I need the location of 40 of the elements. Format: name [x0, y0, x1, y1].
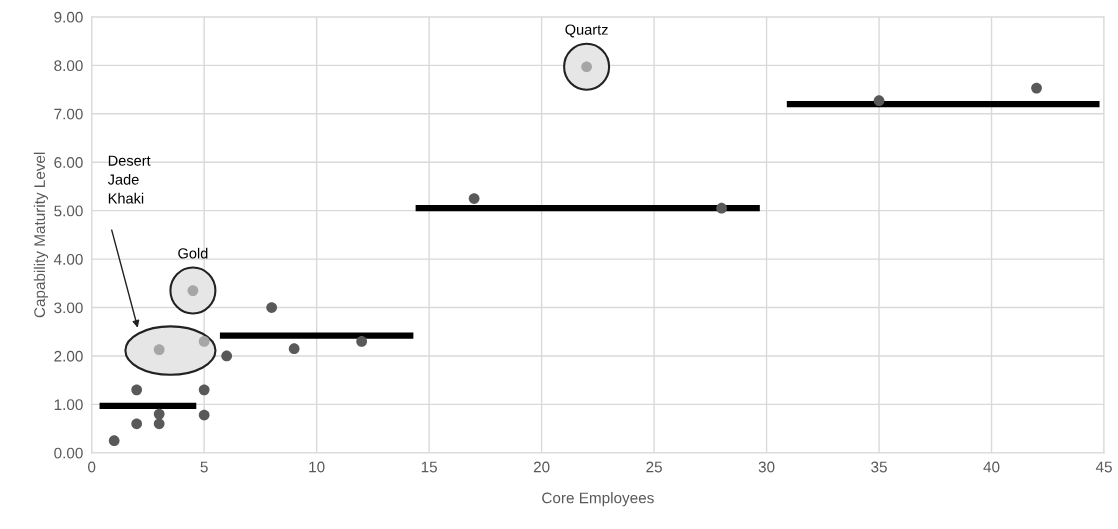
annotation: Quartz	[565, 24, 608, 38]
y-tick-label: 8.00	[54, 60, 83, 72]
point	[873, 95, 885, 107]
x-tick-label: 45	[1095, 461, 1112, 473]
y-tick-label: 0.00	[54, 447, 83, 459]
point	[108, 435, 120, 447]
y-tick-label: 5.00	[54, 205, 83, 217]
point	[198, 384, 210, 396]
x-tick-label: 30	[758, 461, 775, 473]
point	[288, 343, 300, 355]
x-tick-label: 20	[533, 461, 550, 473]
annotation: Desert Jade Khaki	[107, 155, 151, 204]
point	[131, 384, 143, 396]
y-tick-label: 2.00	[54, 350, 83, 362]
x-tick-label: 5	[200, 461, 208, 473]
point	[716, 202, 727, 214]
point	[153, 408, 165, 420]
y-tick-label: 4.00	[53, 253, 83, 265]
x-tick-label: 0	[88, 461, 96, 473]
y-tick-label: 3.00	[54, 302, 83, 314]
x-tick-label: 15	[421, 461, 437, 473]
x-tick-label: 10	[309, 461, 325, 473]
point	[468, 193, 480, 204]
annotation: Gold	[178, 247, 208, 259]
y-tick-label: 6.00	[54, 157, 83, 168]
x-tick-label: 35	[871, 461, 887, 473]
point	[1031, 82, 1042, 94]
point	[221, 350, 233, 362]
point	[356, 336, 368, 347]
x-tick-label: 25	[646, 461, 662, 473]
y-tick-label: 7.00	[54, 108, 83, 120]
x-tick-label: 40	[983, 461, 1000, 473]
x-axis-title: Core Employees	[542, 492, 654, 507]
point	[153, 418, 165, 430]
y-tick-label: 9.00	[54, 11, 83, 23]
point	[198, 409, 210, 421]
y-axis-title: Capability Maturity Level	[33, 152, 49, 318]
y-tick-label: 1.00	[54, 399, 83, 411]
point	[131, 418, 143, 430]
point	[266, 302, 278, 313]
